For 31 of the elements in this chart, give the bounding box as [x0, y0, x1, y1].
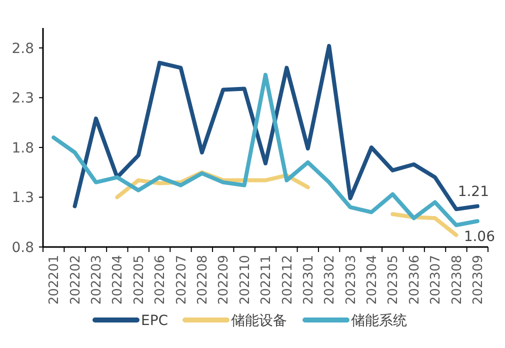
x-tick-label: 202203 — [90, 255, 105, 305]
x-tick-label: 202301 — [301, 255, 316, 305]
x-tick-label: 202303 — [344, 255, 359, 305]
y-tick-label: 0.8 — [12, 240, 34, 256]
x-tick-label: 202211 — [259, 255, 274, 305]
x-tick-label: 202309 — [470, 255, 486, 305]
data-label: 1.21 — [458, 184, 489, 200]
legend-label: 储能设备 — [231, 313, 287, 329]
x-tick-label: 202212 — [280, 255, 296, 305]
x-tick-label: 202306 — [407, 255, 422, 305]
x-tick-label: 202307 — [428, 255, 444, 305]
x-tick-label: 202210 — [238, 255, 253, 305]
x-tick-label: 202209 — [216, 255, 232, 305]
x-tick-label: 202205 — [132, 255, 147, 305]
data-label: 1.06 — [464, 229, 496, 246]
x-tick-label: 202208 — [195, 255, 210, 305]
legend-label: 储能系统 — [351, 313, 407, 329]
x-tick-label: 202302 — [322, 255, 338, 305]
x-tick-label: 202207 — [174, 255, 190, 305]
x-tick-label: 202305 — [386, 255, 402, 305]
legend-label: EPC — [141, 313, 168, 329]
x-tick-label: 202201 — [47, 255, 62, 305]
x-tick-label: 202308 — [450, 255, 465, 305]
y-tick-label: 2.8 — [12, 40, 34, 57]
y-tick-label: 2.3 — [12, 90, 34, 107]
y-tick-label: 1.8 — [12, 140, 34, 156]
y-tick-label: 1.3 — [12, 190, 34, 206]
x-tick-label: 202206 — [153, 255, 168, 305]
x-tick-label: 202204 — [110, 255, 126, 305]
x-tick-label: 202202 — [68, 255, 84, 305]
x-tick-label: 202304 — [365, 255, 380, 305]
